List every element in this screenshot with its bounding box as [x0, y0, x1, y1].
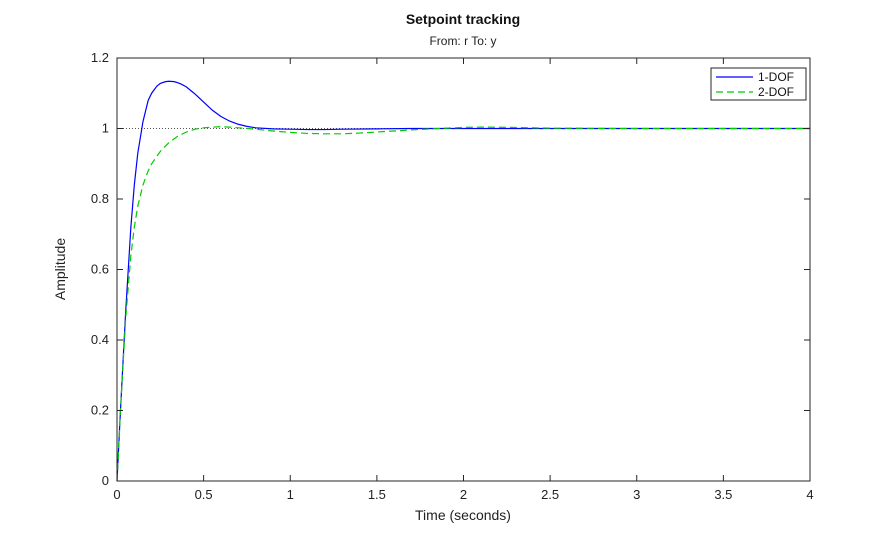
x-tick-label: 0 [113, 487, 120, 502]
legend-label-1-dof: 1-DOF [758, 70, 794, 84]
x-tick-label: 2 [460, 487, 467, 502]
plot-background [117, 58, 810, 481]
chart-title: Setpoint tracking [406, 11, 520, 27]
x-tick-label: 3 [633, 487, 640, 502]
y-tick-label: 1.2 [91, 50, 109, 65]
x-tick-label: 3.5 [714, 487, 732, 502]
legend-box [710, 67, 807, 101]
x-tick-label: 1.5 [368, 487, 386, 502]
legend-label-2-dof: 2-DOF [758, 85, 794, 99]
x-tick-label: 2.5 [541, 487, 559, 502]
y-axis-label: Amplitude [52, 238, 68, 300]
y-tick-label: 1 [102, 121, 109, 136]
y-tick-label: 0.6 [91, 262, 109, 277]
chart-subtitle: From: r To: y [429, 34, 496, 48]
y-tick-label: 0 [102, 473, 109, 488]
series-line-2-dof [116, 126, 810, 482]
y-tick-label: 0.2 [91, 403, 109, 418]
x-axis-label: Time (seconds) [415, 507, 511, 523]
y-tick-label: 0.4 [91, 332, 109, 347]
x-tick-label: 4 [806, 487, 813, 502]
x-tick-label: 0.5 [195, 487, 213, 502]
series-line-1-dof [116, 80, 810, 482]
y-tick-label: 0.8 [91, 191, 109, 206]
x-tick-label: 1 [287, 487, 294, 502]
plot-area: 0 0.5 1 1.5 2 2.5 3 3.5 4 0 0.2 0.4 0.6 0.8 1 1.2 1-DOF2… [91, 50, 814, 502]
